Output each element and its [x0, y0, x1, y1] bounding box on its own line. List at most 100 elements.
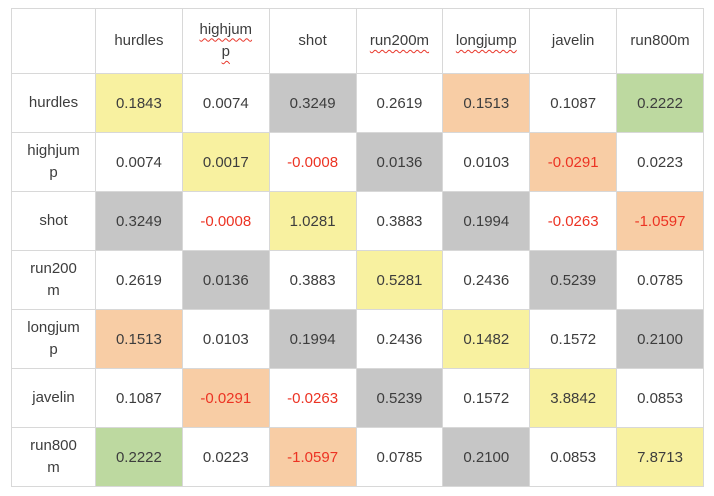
- matrix-cell: -0.0291: [181, 368, 270, 428]
- matrix-cell: 0.2222: [95, 427, 183, 487]
- matrix-cell: 0.1482: [442, 309, 531, 369]
- matrix-cell: 0.1513: [95, 309, 183, 369]
- cell-value: 1.0281: [289, 212, 336, 230]
- header-row: hurdles highjump shot run200m longjump javeli…: [11, 8, 704, 74]
- cell-value: 7.8713: [637, 448, 683, 466]
- column-header-hurdles: hurdles: [95, 8, 183, 74]
- cell-value: 0.1087: [115, 389, 162, 407]
- cell-value: -1.0597: [287, 448, 339, 466]
- row-header-label: longjump: [27, 318, 80, 359]
- column-header-label: javelin: [551, 31, 595, 49]
- cell-value: 0.0785: [376, 448, 423, 466]
- row-header-highjump: highjump: [11, 132, 96, 192]
- matrix-cell: 0.0785: [616, 250, 704, 310]
- matrix-cell: 0.2436: [442, 250, 531, 310]
- row-header-label: hurdles: [28, 93, 79, 111]
- cell-value: 0.1994: [463, 212, 510, 230]
- table-row-highjump: highjump 0.0074 0.0017 -0.0008 0.0136 0.0103 -…: [11, 132, 704, 192]
- column-header-run200m: run200m: [355, 8, 444, 74]
- matrix-cell: 0.0785: [355, 427, 444, 487]
- cell-value: -0.0291: [547, 153, 599, 171]
- cell-value: 0.0103: [463, 153, 510, 171]
- column-header-label: hurdles: [114, 31, 164, 49]
- cell-value: 0.0074: [115, 153, 162, 171]
- matrix-cell: 7.8713: [616, 427, 704, 487]
- row-header-run200m: run200m: [11, 250, 96, 310]
- cell-value: 0.0017: [202, 153, 249, 171]
- matrix-cell: -0.0263: [529, 191, 618, 251]
- matrix-cell: 0.1994: [442, 191, 531, 251]
- cell-value: 0.2436: [463, 271, 510, 289]
- matrix-cell: 0.1843: [95, 73, 183, 133]
- cell-value: -0.0291: [200, 389, 252, 407]
- row-header-label: run800m: [30, 436, 77, 477]
- matrix-cell: 0.1994: [268, 309, 357, 369]
- cell-value: 0.3249: [289, 94, 336, 112]
- matrix-cell: 0.0074: [95, 132, 183, 192]
- cell-value: 0.0103: [202, 330, 249, 348]
- cell-value: 0.2619: [115, 271, 162, 289]
- cell-value: 0.5239: [376, 389, 423, 407]
- matrix-cell: 0.5281: [355, 250, 444, 310]
- cell-value: -0.0008: [287, 153, 339, 171]
- matrix-cell: 0.0103: [442, 132, 531, 192]
- cell-value: -0.0263: [287, 389, 339, 407]
- column-header-highjump: highjump: [181, 8, 270, 74]
- matrix-cell: 0.0103: [181, 309, 270, 369]
- matrix-cell: -0.0008: [181, 191, 270, 251]
- cell-value: 0.0136: [376, 153, 423, 171]
- corner-cell: [11, 8, 96, 74]
- cell-value: 0.1513: [115, 330, 162, 348]
- cell-value: 0.1994: [289, 330, 336, 348]
- column-header-label: longjump: [455, 31, 517, 49]
- table-row-hurdles: hurdles 0.1843 0.0074 0.3249 0.2619 0.1513 0.1…: [11, 73, 704, 133]
- matrix-cell: 0.0074: [181, 73, 270, 133]
- cell-value: 0.1843: [115, 94, 162, 112]
- matrix-cell: -1.0597: [616, 191, 704, 251]
- column-header-label: run800m: [630, 31, 690, 49]
- matrix-cell: 0.1572: [442, 368, 531, 428]
- matrix-cell: 0.1087: [529, 73, 618, 133]
- matrix-cell: 0.2619: [95, 250, 183, 310]
- table-row-javelin: javelin 0.1087 -0.0291 -0.0263 0.5239 0.1572 3…: [11, 368, 704, 428]
- matrix-cell: 0.5239: [529, 250, 618, 310]
- column-header-longjump: longjump: [442, 8, 531, 74]
- column-header-label: shot: [298, 31, 327, 49]
- row-header-shot: shot: [11, 191, 96, 251]
- table-body: hurdles 0.1843 0.0074 0.3249 0.2619 0.1513 0.1…: [11, 73, 704, 487]
- matrix-cell: 0.3249: [95, 191, 183, 251]
- cell-value: 0.1572: [550, 330, 597, 348]
- matrix-cell: 0.0136: [181, 250, 270, 310]
- cell-value: 0.1482: [463, 330, 510, 348]
- row-header-javelin: javelin: [11, 368, 96, 428]
- column-header-shot: shot: [268, 8, 357, 74]
- row-header-longjump: longjump: [11, 309, 96, 369]
- cell-value: -0.0008: [200, 212, 252, 230]
- cell-value: 0.1087: [550, 94, 597, 112]
- matrix-cell: 0.2436: [355, 309, 444, 369]
- cell-value: 0.1513: [463, 94, 510, 112]
- matrix-cell: -0.0008: [268, 132, 357, 192]
- matrix-cell: 0.2619: [355, 73, 444, 133]
- cell-value: 0.0223: [637, 153, 683, 171]
- cell-value: 0.0853: [550, 448, 597, 466]
- cell-value: 0.2222: [637, 94, 683, 112]
- row-header-label: highjump: [27, 141, 80, 182]
- matrix-cell: 0.0853: [616, 368, 704, 428]
- cell-value: 0.3249: [115, 212, 162, 230]
- matrix-cell: 0.1087: [95, 368, 183, 428]
- matrix-cell: 0.0223: [616, 132, 704, 192]
- cell-value: -1.0597: [634, 212, 686, 230]
- matrix-cell: 0.3883: [268, 250, 357, 310]
- matrix-cell: 1.0281: [268, 191, 357, 251]
- matrix-cell: 3.8842: [529, 368, 618, 428]
- matrix-cell: -1.0597: [268, 427, 357, 487]
- cell-value: 0.2100: [463, 448, 510, 466]
- matrix-cell: 0.2222: [616, 73, 704, 133]
- matrix-cell: 0.1572: [529, 309, 618, 369]
- cell-value: 0.5239: [550, 271, 597, 289]
- matrix-cell: 0.1513: [442, 73, 531, 133]
- table-row-run800m: run800m 0.2222 0.0223 -1.0597 0.0785 0.2100 0.…: [11, 427, 704, 487]
- row-header-label: run200m: [30, 259, 77, 300]
- cell-value: 0.0136: [202, 271, 249, 289]
